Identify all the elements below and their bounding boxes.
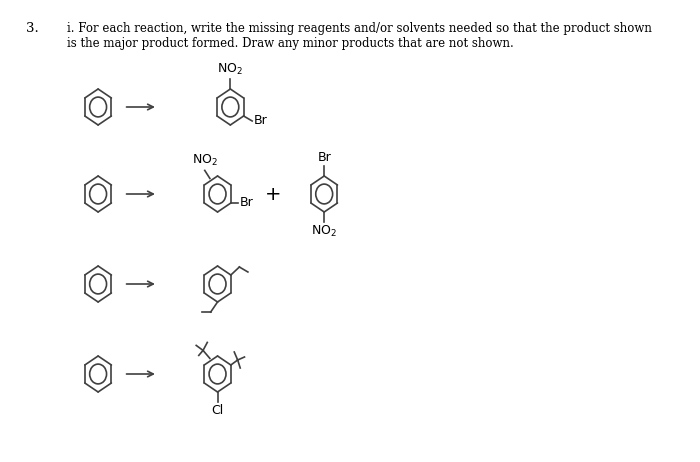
Text: i. For each reaction, write the missing reagents and/or solvents needed so that : i. For each reaction, write the missing … bbox=[66, 22, 652, 35]
Text: NO$_2$: NO$_2$ bbox=[312, 224, 337, 239]
Text: NO$_2$: NO$_2$ bbox=[218, 62, 244, 77]
Text: NO$_2$: NO$_2$ bbox=[192, 153, 218, 169]
Text: is the major product formed. Draw any minor products that are not shown.: is the major product formed. Draw any mi… bbox=[66, 37, 513, 50]
Text: Cl: Cl bbox=[211, 404, 224, 417]
Text: 3.: 3. bbox=[26, 22, 38, 35]
Text: Br: Br bbox=[317, 151, 331, 164]
Text: Br: Br bbox=[254, 115, 267, 128]
Text: +: + bbox=[265, 184, 281, 203]
Text: Br: Br bbox=[239, 196, 253, 209]
